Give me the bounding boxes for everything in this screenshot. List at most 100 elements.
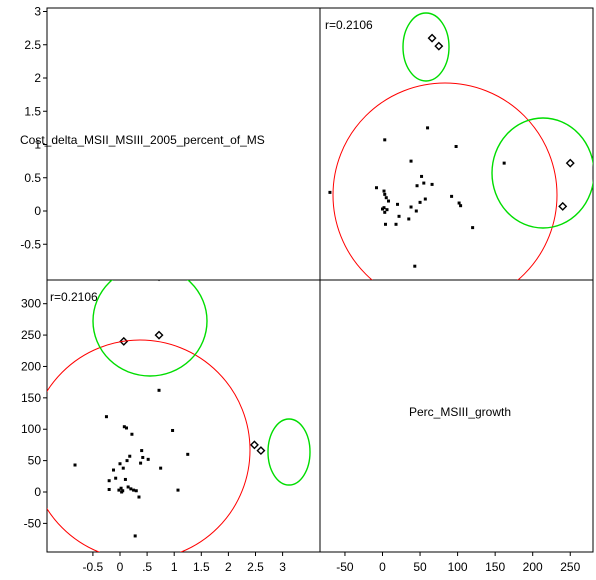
x-tick-label-cost: .5 [142, 560, 152, 574]
scatter-panel-growth-vs-cost [328, 12, 593, 280]
data-point [129, 487, 133, 491]
data-point [171, 428, 175, 432]
x-tick-label-cost: 1 [171, 560, 178, 574]
y-tick-label-cost: 2 [34, 71, 41, 85]
y-tick-label-growth: 300 [21, 297, 41, 311]
data-point [139, 461, 143, 465]
x-tick-label-cost: 3 [279, 560, 286, 574]
outlier-circle [267, 418, 311, 486]
data-point [450, 194, 454, 198]
data-point [122, 425, 126, 429]
data-point [114, 476, 118, 480]
data-point [397, 214, 401, 218]
y-tick-label-cost: 1.5 [24, 104, 41, 118]
data-point [118, 462, 122, 466]
data-point [409, 205, 413, 209]
data-point [176, 488, 180, 492]
data-point [383, 210, 387, 214]
data-point [104, 415, 108, 419]
data-point [111, 468, 115, 472]
data-point [328, 190, 332, 194]
data-point [73, 463, 77, 467]
data-point [146, 457, 150, 461]
data-point [502, 161, 506, 165]
data-point [186, 452, 190, 456]
data-point [119, 486, 123, 490]
data-point [123, 477, 127, 481]
data-point [409, 159, 413, 163]
y-tick-label-growth: 100 [21, 422, 41, 436]
data-point [132, 488, 136, 492]
data-point [121, 489, 125, 493]
data-point [159, 466, 163, 470]
y-tick-label-growth: 250 [21, 328, 41, 342]
outlier-point [427, 33, 437, 43]
data-point [422, 181, 426, 185]
outlier-point [434, 41, 444, 51]
outlier-point [157, 280, 161, 282]
outlier-circle [491, 117, 593, 229]
data-point [130, 432, 134, 436]
data-point [382, 206, 386, 210]
outlier-point [249, 440, 259, 450]
x-tick-label-growth: 200 [523, 560, 543, 574]
data-point [415, 184, 419, 188]
data-point [420, 174, 424, 178]
data-point [430, 182, 434, 186]
data-point [471, 226, 475, 230]
y-tick-label-growth: 200 [21, 359, 41, 373]
y-tick-label-cost: 0.5 [24, 171, 41, 185]
correlation-label-bottom-left: r=0.2106 [50, 290, 98, 304]
data-point [141, 455, 145, 459]
data-point [121, 466, 125, 470]
axis-ticks: -0.500.511.522.53-50050100150200250300-0… [20, 5, 580, 575]
outlier-point [154, 330, 164, 340]
y-tick-label-cost: 1 [34, 138, 41, 152]
variable-label-growth: Perc_MSIII_growth [409, 405, 511, 419]
data-point [126, 485, 130, 489]
outlier-point [256, 446, 266, 456]
data-point [117, 488, 121, 492]
outlier-point [565, 158, 575, 168]
data-point [385, 208, 389, 212]
y-tick-label-cost: 3 [34, 5, 41, 19]
data-point [125, 459, 129, 463]
outlier-circle [402, 12, 450, 82]
data-point [426, 126, 430, 130]
data-point [418, 200, 422, 204]
outlier-point [558, 201, 568, 211]
data-point [374, 186, 378, 190]
data-point [128, 454, 132, 458]
data-point [394, 222, 398, 226]
variable-label-cost: Cost_delta_MSII_MSIII_2005_percent_of_MS [20, 133, 265, 147]
data-point [423, 197, 427, 201]
data-point [414, 209, 418, 213]
y-tick-label-cost: 0 [34, 204, 41, 218]
data-point [133, 534, 137, 538]
data-point [396, 202, 400, 206]
x-tick-label-cost: -0.5 [83, 560, 104, 574]
data-point [457, 201, 461, 205]
data-point [134, 489, 138, 493]
outlier-circle [92, 280, 208, 377]
data-point [459, 204, 463, 208]
data-point [125, 426, 129, 430]
density-ellipse [332, 82, 558, 280]
scatter-panel-cost-vs-growth [47, 280, 311, 552]
y-tick-label-cost: -0.5 [20, 237, 41, 251]
data-point [383, 192, 387, 196]
x-tick-label-growth: 0 [379, 560, 386, 574]
data-point [382, 189, 386, 193]
density-ellipse [47, 339, 251, 552]
y-tick-label-growth: 50 [28, 454, 42, 468]
data-point [137, 495, 141, 499]
y-tick-label-cost: 2.5 [24, 38, 41, 52]
data-point [157, 388, 161, 392]
data-point [413, 264, 417, 268]
x-tick-label-growth: 100 [448, 560, 468, 574]
y-tick-label-growth: 0 [34, 485, 41, 499]
data-point [384, 222, 388, 226]
x-tick-label-growth: 250 [560, 560, 580, 574]
data-point [454, 144, 458, 148]
